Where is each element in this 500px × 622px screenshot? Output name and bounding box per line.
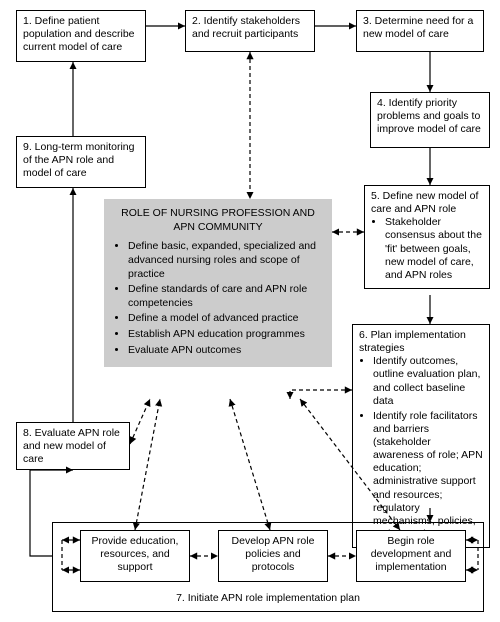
node-3-text: 3. Determine need for a new model of car… xyxy=(363,15,473,40)
center-bullet-0: Define basic, expanded, specialized and … xyxy=(128,240,322,281)
node-7b: Develop APN role policies and protocols xyxy=(218,530,328,582)
node-6-bullet-0: Identify outcomes, outline evaluation pl… xyxy=(373,355,483,408)
center-title: ROLE OF NURSING PROFESSION AND APN COMMU… xyxy=(114,207,322,234)
node-1: 1. Define patient population and describ… xyxy=(16,10,146,62)
center-box: ROLE OF NURSING PROFESSION AND APN COMMU… xyxy=(104,199,332,367)
node-5-text: 5. Define new model of care and APN role xyxy=(371,190,478,215)
center-bullet-2: Define a model of advanced practice xyxy=(128,312,322,326)
node-6: 6. Plan implementation strategies Identi… xyxy=(352,324,490,548)
node-4-text: 4. Identify priority problems and goals … xyxy=(377,97,481,135)
node-5: 5. Define new model of care and APN role… xyxy=(364,185,490,289)
node-5-bullets: Stakeholder consensus about the 'fit' be… xyxy=(371,216,483,282)
node-4: 4. Identify priority problems and goals … xyxy=(370,92,490,148)
center-bullet-1: Define standards of care and APN role co… xyxy=(128,283,322,310)
node-9-text: 9. Long-term monitoring of the APN role … xyxy=(23,141,134,179)
node-1-text: 1. Define patient population and describ… xyxy=(23,15,135,53)
node-8: 8. Evaluate APN role and new model of ca… xyxy=(16,422,130,470)
node-3: 3. Determine need for a new model of car… xyxy=(356,10,484,52)
node-6-bullets: Identify outcomes, outline evaluation pl… xyxy=(359,355,483,541)
node-9: 9. Long-term monitoring of the APN role … xyxy=(16,136,146,188)
node-2-text: 2. Identify stakeholders and recruit par… xyxy=(192,15,300,40)
node-7a-text: Provide education, resources, and suppor… xyxy=(92,535,179,573)
node-7a: Provide education, resources, and suppor… xyxy=(80,530,190,582)
node-5-bullet-0: Stakeholder consensus about the 'fit' be… xyxy=(385,216,483,282)
node-7c-text: Begin role development and implementatio… xyxy=(371,535,452,573)
center-bullets: Define basic, expanded, specialized and … xyxy=(114,240,322,357)
node-7-label: 7. Initiate APN role implementation plan xyxy=(52,592,484,604)
node-6-text: 6. Plan implementation strategies xyxy=(359,329,466,354)
node-8-text: 8. Evaluate APN role and new model of ca… xyxy=(23,427,120,465)
node-7b-text: Develop APN role policies and protocols xyxy=(232,535,315,573)
node-2: 2. Identify stakeholders and recruit par… xyxy=(185,10,315,52)
center-bullet-3: Establish APN education programmes xyxy=(128,328,322,342)
node-7c: Begin role development and implementatio… xyxy=(356,530,466,582)
center-bullet-4: Evaluate APN outcomes xyxy=(128,344,322,358)
